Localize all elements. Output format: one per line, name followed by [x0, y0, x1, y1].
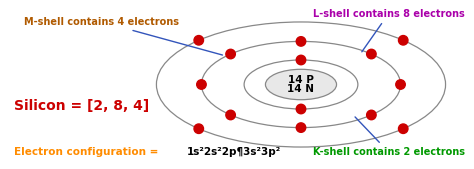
Text: Electron configuration =: Electron configuration = — [14, 147, 162, 157]
Text: 14 P: 14 P — [288, 75, 314, 85]
Text: Silicon = [2, 8, 4]: Silicon = [2, 8, 4] — [14, 100, 149, 113]
Ellipse shape — [366, 110, 376, 120]
Ellipse shape — [226, 110, 236, 120]
Ellipse shape — [226, 49, 236, 59]
Ellipse shape — [194, 35, 203, 45]
Text: L-shell contains 8 electrons: L-shell contains 8 electrons — [313, 8, 465, 52]
Ellipse shape — [399, 35, 408, 45]
Ellipse shape — [197, 80, 206, 89]
Ellipse shape — [296, 104, 306, 114]
Text: 1s²2s²2p¶3s²3p²: 1s²2s²2p¶3s²3p² — [187, 147, 282, 157]
Ellipse shape — [366, 49, 376, 59]
Ellipse shape — [396, 80, 405, 89]
Ellipse shape — [296, 55, 306, 65]
Ellipse shape — [296, 37, 306, 46]
Text: 14 N: 14 N — [288, 84, 314, 94]
Ellipse shape — [194, 124, 203, 134]
Ellipse shape — [399, 124, 408, 134]
Text: M-shell contains 4 electrons: M-shell contains 4 electrons — [24, 17, 222, 55]
Ellipse shape — [296, 123, 306, 132]
Text: K-shell contains 2 electrons: K-shell contains 2 electrons — [313, 117, 465, 157]
Ellipse shape — [265, 69, 337, 100]
